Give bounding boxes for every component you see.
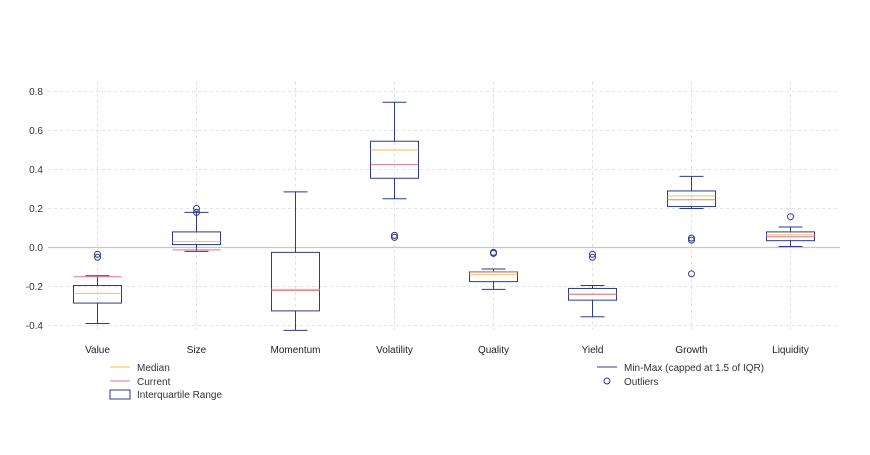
legend-iqr-swatch — [109, 389, 131, 400]
box-group-size — [172, 205, 221, 252]
legend-iqr-label: Interquartile Range — [137, 390, 222, 401]
box-group-volatility — [370, 101, 419, 241]
y-tick-label: 0.4 — [29, 165, 43, 176]
outlier-point — [193, 205, 200, 212]
iqr-box — [271, 251, 320, 312]
outlier-point — [94, 250, 101, 258]
x-category-label: Liquidity — [772, 345, 809, 356]
legend-outliers-label: Outliers — [624, 377, 658, 388]
outlier-point — [688, 236, 695, 244]
outlier-point — [787, 213, 794, 221]
box-group-value — [73, 250, 122, 325]
x-category-label: Growth — [675, 345, 707, 356]
y-tick-label: 0.8 — [29, 87, 43, 98]
x-axis: Value Size Momentum Volatility Quality Yield G… — [85, 345, 809, 356]
iqr-box — [667, 190, 716, 208]
y-tick-label: 0.2 — [29, 204, 43, 215]
y-tick-label: -0.2 — [26, 282, 44, 293]
iqr-box — [172, 231, 221, 246]
outlier-point — [589, 253, 596, 261]
outlier-point — [94, 253, 101, 261]
iqr-box — [370, 140, 419, 179]
y-tick-label: -0.4 — [26, 321, 44, 332]
legend-median-label: Median — [137, 363, 170, 374]
outlier-point — [688, 234, 695, 242]
box-group-quality — [469, 248, 518, 290]
legend-minmax-label: Min-Max (capped at 1.5 of IQR) — [624, 363, 764, 374]
grid-lines — [48, 81, 840, 330]
x-category-label: Size — [187, 345, 207, 356]
box-group-yield — [568, 250, 617, 318]
iqr-box — [73, 285, 122, 304]
outlier-point — [391, 233, 398, 241]
y-tick-label: 0.0 — [29, 243, 43, 254]
box-group-liquidity — [766, 213, 815, 248]
outlier-point — [490, 249, 497, 257]
box-group-momentum — [271, 191, 320, 331]
outlier-point — [688, 270, 695, 278]
x-category-label: Value — [85, 345, 110, 356]
outlier-point — [391, 231, 398, 239]
legend-outliers-swatch — [603, 377, 611, 385]
x-category-label: Volatility — [376, 345, 413, 356]
box-group-growth — [667, 175, 716, 278]
outlier-point — [589, 250, 596, 258]
y-axis: -0.4 -0.2 0.0 0.2 0.4 0.6 0.8 — [26, 87, 44, 332]
outlier-point — [193, 208, 200, 216]
x-category-label: Quality — [478, 345, 509, 356]
plot-area — [73, 101, 815, 331]
legend-current-label: Current — [137, 377, 171, 388]
x-category-label: Momentum — [270, 345, 320, 356]
y-tick-label: 0.6 — [29, 126, 43, 137]
x-category-label: Yield — [582, 345, 604, 356]
legend: Median Current Interquartile Range Min-M… — [109, 363, 764, 401]
